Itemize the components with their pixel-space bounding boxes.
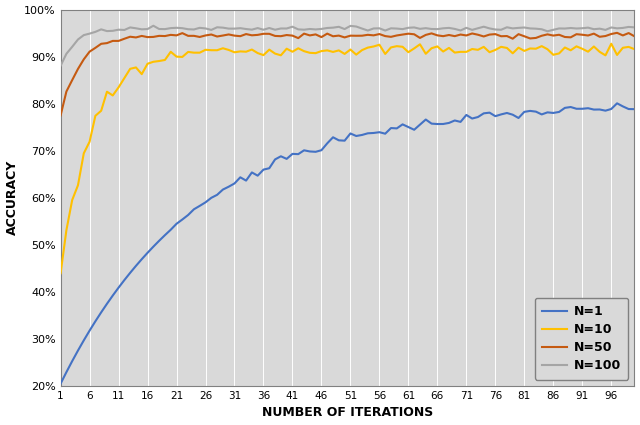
Line: N=1: N=1 [61, 103, 634, 384]
Line: N=50: N=50 [61, 33, 634, 116]
N=10 [602, 53, 609, 58]
N=10 [584, 49, 592, 54]
Line: N=10: N=10 [61, 44, 634, 273]
N=50 [190, 33, 198, 38]
N=10 [630, 47, 638, 52]
N=100 [57, 63, 65, 68]
N=1 [167, 227, 175, 232]
N=100 [196, 25, 204, 30]
N=10 [607, 41, 615, 46]
N=10 [190, 50, 198, 55]
N=10 [399, 44, 406, 49]
N=10 [353, 52, 360, 57]
N=1 [630, 107, 638, 112]
N=1 [353, 133, 360, 139]
N=50 [353, 33, 360, 38]
N=1 [190, 207, 198, 212]
N=100 [358, 26, 366, 31]
N=50 [630, 34, 638, 39]
N=50 [399, 32, 406, 37]
Y-axis label: ACCURACY: ACCURACY [6, 160, 19, 235]
N=1 [602, 108, 609, 113]
N=50 [167, 32, 175, 37]
N=50 [57, 113, 65, 118]
N=1 [399, 122, 406, 127]
N=50 [584, 33, 592, 38]
N=100 [630, 25, 638, 30]
N=10 [167, 49, 175, 54]
Legend: N=1, N=10, N=50, N=100: N=1, N=10, N=50, N=100 [534, 298, 628, 380]
N=10 [57, 271, 65, 276]
N=1 [57, 381, 65, 386]
Line: N=100: N=100 [61, 26, 634, 66]
N=1 [584, 106, 592, 111]
N=100 [607, 25, 615, 30]
N=100 [150, 23, 157, 28]
N=100 [173, 25, 180, 30]
N=50 [602, 34, 609, 39]
N=50 [613, 30, 621, 35]
N=1 [613, 101, 621, 106]
N=100 [404, 25, 412, 30]
N=100 [590, 27, 598, 32]
X-axis label: NUMBER OF ITERATIONS: NUMBER OF ITERATIONS [262, 406, 433, 419]
